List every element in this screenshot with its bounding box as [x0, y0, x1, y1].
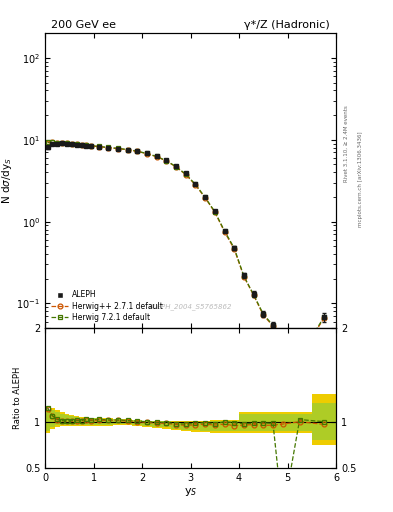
- Text: 200 GeV ee: 200 GeV ee: [51, 20, 116, 30]
- Text: Rivet 3.1.10, ≥ 2.4M events: Rivet 3.1.10, ≥ 2.4M events: [344, 105, 349, 182]
- Text: mcplots.cern.ch [arXiv:1306.3436]: mcplots.cern.ch [arXiv:1306.3436]: [358, 132, 363, 227]
- Legend: ALEPH, Herwig++ 2.7.1 default, Herwig 7.2.1 default: ALEPH, Herwig++ 2.7.1 default, Herwig 7.…: [49, 288, 165, 324]
- Text: γ*/Z (Hadronic): γ*/Z (Hadronic): [244, 20, 330, 30]
- Y-axis label: N d$\sigma$/dy$_S$: N d$\sigma$/dy$_S$: [0, 157, 14, 204]
- Text: ALEPH_2004_S5765862: ALEPH_2004_S5765862: [149, 304, 232, 310]
- Y-axis label: Ratio to ALEPH: Ratio to ALEPH: [13, 367, 22, 430]
- X-axis label: y$_S$: y$_S$: [184, 486, 197, 498]
